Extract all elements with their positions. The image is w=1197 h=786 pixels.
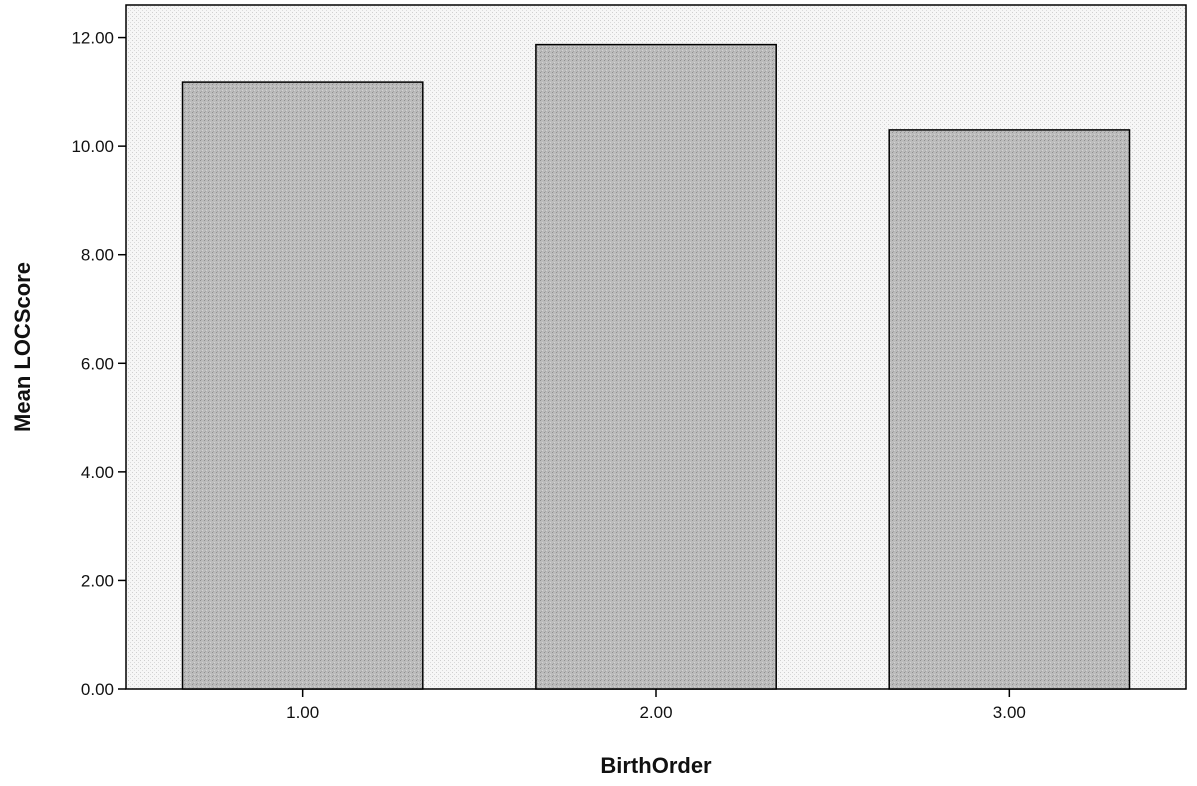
- x-tick-label: 1.00: [286, 703, 319, 722]
- bars-group: [181, 43, 1131, 690]
- x-axis: 1.00 2.00 3.00: [286, 689, 1026, 722]
- x-tick-label: 3.00: [993, 703, 1026, 722]
- y-axis-title: Mean LOCScore: [10, 262, 35, 432]
- y-tick-label: 2.00: [81, 571, 114, 590]
- y-tick-label: 0.00: [81, 680, 114, 699]
- x-tick-label: 2.00: [639, 703, 672, 722]
- bar-3: [888, 129, 1131, 690]
- x-axis-title: BirthOrder: [600, 753, 712, 778]
- y-axis: 0.00 2.00 4.00 6.00 8.00 10.00 12.00: [71, 29, 126, 699]
- y-tick-label: 12.00: [71, 29, 114, 48]
- y-tick-label: 10.00: [71, 137, 114, 156]
- bar-1: [181, 81, 424, 690]
- y-tick-label: 8.00: [81, 246, 114, 265]
- y-tick-label: 4.00: [81, 463, 114, 482]
- bar-2: [535, 43, 777, 690]
- y-tick-label: 6.00: [81, 354, 114, 373]
